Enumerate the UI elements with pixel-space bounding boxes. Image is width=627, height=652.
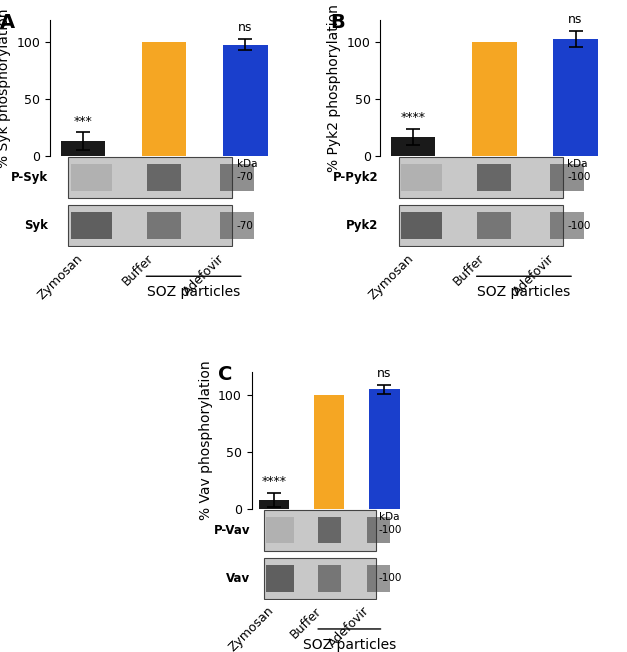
Text: ****: **** xyxy=(261,475,287,488)
Y-axis label: % Vav phosphorylation: % Vav phosphorylation xyxy=(199,361,213,520)
Text: Zymosan: Zymosan xyxy=(36,252,86,302)
Text: -70: -70 xyxy=(237,221,254,231)
Bar xyxy=(550,164,584,190)
Bar xyxy=(472,42,517,156)
Text: B: B xyxy=(330,13,345,32)
Bar xyxy=(264,558,376,599)
Bar xyxy=(550,213,584,239)
Y-axis label: % Syk phosphorylation: % Syk phosphorylation xyxy=(0,8,11,168)
Text: P-Vav: P-Vav xyxy=(214,524,250,537)
Bar xyxy=(259,499,289,509)
Text: kDa: kDa xyxy=(237,159,258,169)
Bar xyxy=(71,213,112,239)
Bar xyxy=(391,137,435,156)
Text: -100: -100 xyxy=(379,526,402,535)
Text: -100: -100 xyxy=(567,173,591,183)
Text: -100: -100 xyxy=(379,574,402,584)
Text: A: A xyxy=(0,13,15,32)
Text: kDa: kDa xyxy=(567,159,587,169)
Bar xyxy=(68,157,233,198)
Bar xyxy=(314,395,344,509)
Bar xyxy=(71,164,112,190)
Text: P-Pyk2: P-Pyk2 xyxy=(332,171,378,184)
Text: Buffer: Buffer xyxy=(450,252,487,288)
Bar xyxy=(220,213,254,239)
Text: -100: -100 xyxy=(567,221,591,231)
Bar xyxy=(401,213,442,239)
Text: ns: ns xyxy=(568,14,582,26)
Bar xyxy=(477,213,512,239)
Bar xyxy=(399,205,562,246)
Text: Vav: Vav xyxy=(226,572,250,585)
Text: Adefovir: Adefovir xyxy=(181,252,227,298)
Text: Zymosan: Zymosan xyxy=(226,604,276,652)
Bar xyxy=(223,44,268,156)
Text: SOZ particles: SOZ particles xyxy=(147,286,240,299)
Bar xyxy=(61,141,105,156)
Text: SOZ particles: SOZ particles xyxy=(477,286,571,299)
Text: SOZ particles: SOZ particles xyxy=(303,638,396,652)
Bar xyxy=(68,205,233,246)
Text: Buffer: Buffer xyxy=(120,252,156,288)
Bar xyxy=(220,164,254,190)
Text: Zymosan: Zymosan xyxy=(366,252,416,302)
Text: kDa: kDa xyxy=(379,512,399,522)
Bar xyxy=(369,389,399,509)
Bar xyxy=(367,565,391,591)
Bar xyxy=(477,164,512,190)
Text: Adefovir: Adefovir xyxy=(511,252,557,298)
Text: P-Syk: P-Syk xyxy=(11,171,48,184)
Bar xyxy=(147,213,181,239)
Y-axis label: % Pyk2 phosphorylation: % Pyk2 phosphorylation xyxy=(327,4,341,171)
Text: Syk: Syk xyxy=(24,219,48,232)
Bar xyxy=(553,39,598,156)
Text: -70: -70 xyxy=(237,173,254,183)
Bar xyxy=(147,164,181,190)
Bar xyxy=(401,164,442,190)
Text: ***: *** xyxy=(73,115,92,128)
Text: C: C xyxy=(218,366,232,385)
Text: Pyk2: Pyk2 xyxy=(345,219,378,232)
Bar xyxy=(266,565,293,591)
Bar xyxy=(317,565,341,591)
Bar xyxy=(266,517,293,543)
Text: ns: ns xyxy=(238,22,253,35)
Bar xyxy=(399,157,562,198)
Bar xyxy=(142,42,186,156)
Bar xyxy=(367,517,391,543)
Text: ns: ns xyxy=(377,367,392,380)
Text: Adefovir: Adefovir xyxy=(326,604,372,651)
Text: Buffer: Buffer xyxy=(288,604,324,641)
Bar xyxy=(317,517,341,543)
Bar xyxy=(264,510,376,551)
Text: ****: **** xyxy=(401,111,426,125)
